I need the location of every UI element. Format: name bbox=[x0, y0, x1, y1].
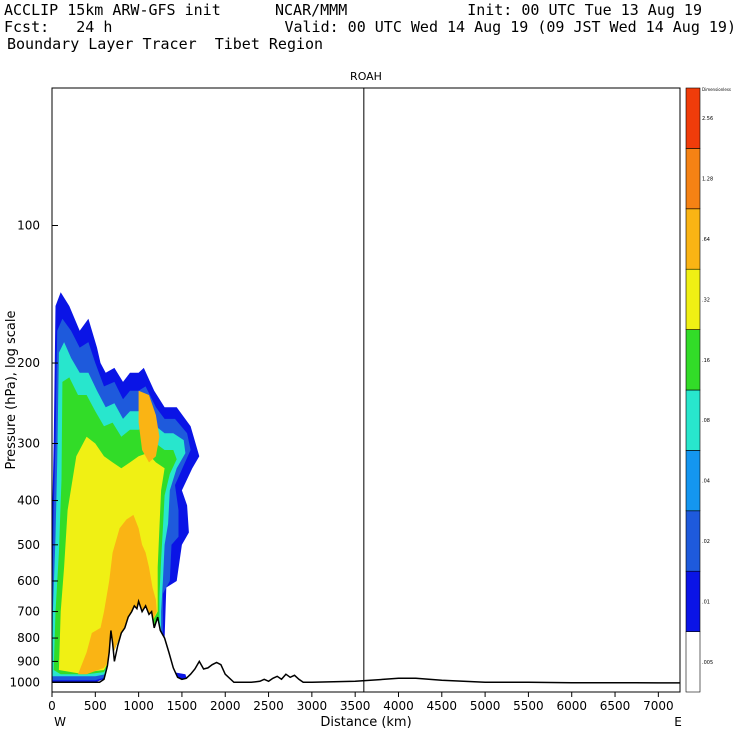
colorbar-segment-5 bbox=[685, 389, 701, 451]
x-tick-label-5500: 5500 bbox=[513, 699, 544, 713]
colorbar-label-4: .04 bbox=[702, 479, 710, 485]
x-tick-label-2500: 2500 bbox=[253, 699, 284, 713]
y-tick-label-100: 100 bbox=[17, 219, 40, 233]
terrain-mask bbox=[52, 601, 680, 692]
colorbar-units-label: Dimensionless bbox=[702, 87, 731, 92]
colorbar-label-10: 2.56 bbox=[702, 116, 713, 122]
plot-area bbox=[52, 292, 680, 692]
y-tick-label-600: 600 bbox=[17, 574, 40, 588]
colorbar-segment-9 bbox=[685, 148, 701, 210]
y-axis-label: Pressure (hPa), log scale bbox=[4, 311, 19, 470]
x-tick-label-1500: 1500 bbox=[167, 699, 198, 713]
x-end-label-east: E bbox=[674, 715, 682, 729]
colorbar-label-2: .01 bbox=[702, 599, 710, 605]
x-tick-label-3000: 3000 bbox=[297, 699, 328, 713]
y-tick-label-400: 400 bbox=[17, 494, 40, 508]
colorbar-label-8: .64 bbox=[702, 237, 710, 243]
colorbar-segment-2 bbox=[685, 570, 701, 632]
colorbar-segment-3 bbox=[685, 510, 701, 572]
x-tick-label-0: 0 bbox=[48, 699, 56, 713]
x-tick-label-1000: 1000 bbox=[123, 699, 154, 713]
chart-title: ROAH bbox=[350, 70, 382, 83]
y-tick-label-200: 200 bbox=[17, 356, 40, 370]
tracer-region-7 bbox=[138, 390, 160, 463]
y-tick-label-900: 900 bbox=[17, 654, 40, 668]
y-tick-label-700: 700 bbox=[17, 605, 40, 619]
colorbar-label-5: .08 bbox=[702, 418, 710, 424]
header-line2-right: Valid: 00 UTC Wed 14 Aug 19 (09 JST Wed … bbox=[284, 18, 736, 36]
header-line1-center: NCAR/MMM bbox=[275, 1, 348, 19]
x-end-label-west: W bbox=[54, 715, 66, 729]
colorbar-label-6: .16 bbox=[702, 358, 710, 364]
y-tick-label-500: 500 bbox=[17, 538, 40, 552]
y-tick-label-300: 300 bbox=[17, 436, 40, 450]
y-tick-label-1000: 1000 bbox=[9, 675, 40, 689]
colorbar-segment-1 bbox=[685, 631, 701, 693]
header-line1-left: ACCLIP 15km ARW-GFS init bbox=[4, 1, 221, 19]
terrain-profile-line bbox=[52, 598, 680, 684]
x-tick-label-2000: 2000 bbox=[210, 699, 241, 713]
colorbar-segment-6 bbox=[685, 329, 701, 391]
plot-frame bbox=[51, 87, 681, 693]
colorbar-label-1: .005 bbox=[702, 660, 713, 666]
x-tick-label-5000: 5000 bbox=[470, 699, 501, 713]
colorbar-segment-8 bbox=[685, 208, 701, 270]
x-tick-label-4000: 4000 bbox=[383, 699, 414, 713]
x-axis-label: Distance (km) bbox=[320, 715, 411, 730]
x-tick-label-6500: 6500 bbox=[600, 699, 631, 713]
header-line1-right: Init: 00 UTC Tue 13 Aug 19 bbox=[467, 1, 702, 19]
header-line2-left: Fcst: 24 h bbox=[4, 18, 113, 36]
colorbar-segment-7 bbox=[685, 268, 701, 330]
colorbar-segment-10 bbox=[685, 87, 701, 149]
x-tick-label-6000: 6000 bbox=[556, 699, 587, 713]
colorbar-segment-4 bbox=[685, 450, 701, 512]
colorbar-label-9: 1.28 bbox=[702, 177, 713, 183]
x-tick-label-3500: 3500 bbox=[340, 699, 371, 713]
x-tick-label-4500: 4500 bbox=[427, 699, 458, 713]
y-tick-label-800: 800 bbox=[17, 631, 40, 645]
tracer-region-6 bbox=[78, 514, 157, 675]
colorbar-label-3: .02 bbox=[702, 539, 710, 545]
colorbar-label-7: .32 bbox=[702, 297, 710, 303]
x-tick-label-7000: 7000 bbox=[643, 699, 674, 713]
x-tick-label-500: 500 bbox=[84, 699, 107, 713]
header-line3-left: Boundary Layer Tracer Tibet Region bbox=[7, 35, 324, 53]
